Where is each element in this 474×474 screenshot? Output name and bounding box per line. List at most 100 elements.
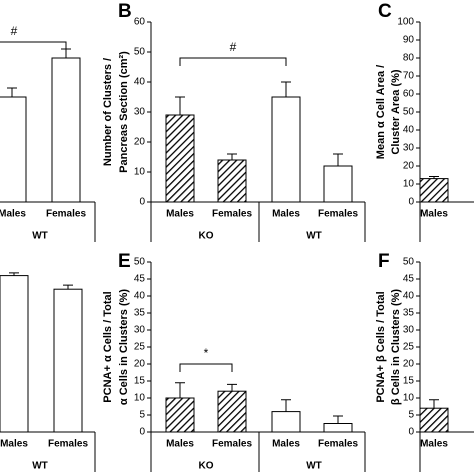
y-tick-label: 20	[134, 359, 146, 370]
y-tick-label: 30	[134, 325, 146, 336]
error-bar	[7, 87, 17, 97]
bar	[419, 178, 449, 203]
y-tick-label: 50	[403, 107, 415, 118]
x-tick-label: Males	[166, 209, 194, 220]
error-bar	[281, 81, 291, 97]
y-axis-label: β Cells in Clusters (%)	[390, 289, 402, 405]
y-tick-label: 10	[134, 167, 146, 178]
y-tick-label: 45	[403, 274, 415, 285]
x-tick-label: Males	[272, 439, 300, 450]
x-tick-label: Males	[420, 439, 448, 450]
y-axis-label: Pancreas Section (cm²)	[118, 51, 130, 173]
significance-mark: *	[204, 346, 209, 360]
x-tick-label: Females	[318, 209, 358, 220]
y-tick-label: 30	[403, 143, 415, 154]
error-bar	[175, 96, 185, 115]
y-tick-label: 5	[139, 410, 145, 421]
x-tick-label: Females	[212, 439, 252, 450]
panel-letter: F	[378, 251, 390, 272]
bar	[217, 159, 247, 203]
significance-bracket	[179, 57, 287, 66]
y-tick-label: 25	[403, 342, 415, 353]
y-tick-label: 70	[403, 71, 415, 82]
y-tick-label: 45	[134, 274, 146, 285]
error-bar	[227, 383, 237, 392]
x-tick-label: Males	[0, 209, 26, 220]
panel-letter: B	[118, 1, 132, 22]
y-tick-label: 0	[139, 427, 145, 438]
y-tick-label: 0	[408, 197, 414, 208]
y-axis-label: Number of Clusters /	[102, 58, 114, 166]
x-tick-label: Females	[212, 209, 252, 220]
y-tick-label: 0	[139, 197, 145, 208]
x-tick-label: Males	[166, 439, 194, 450]
y-tick-label: 15	[134, 376, 146, 387]
panel-letter: E	[118, 251, 131, 272]
group-label: WT	[32, 461, 48, 472]
y-tick-label: 40	[403, 291, 415, 302]
y-axis-label: α Cells in Clusters (%)	[118, 289, 130, 406]
bar	[323, 165, 353, 203]
y-axis-label: Cluster Area (%)	[390, 69, 402, 155]
y-tick-label: 60	[134, 17, 146, 28]
y-tick-label: 50	[134, 257, 146, 268]
group-label: WT	[32, 231, 48, 242]
y-tick-label: 30	[134, 107, 146, 118]
group-label: WT	[306, 461, 322, 472]
group-label: KO	[199, 231, 214, 242]
y-tick-label: 20	[403, 161, 415, 172]
x-tick-label: Females	[318, 439, 358, 450]
y-tick-label: 35	[134, 308, 146, 319]
y-tick-label: 40	[403, 125, 415, 136]
y-tick-label: 10	[134, 393, 146, 404]
y-tick-label: 40	[134, 291, 146, 302]
error-bar	[333, 415, 343, 424]
significance-bracket	[0, 41, 67, 50]
error-bar	[227, 153, 237, 160]
bar	[217, 390, 247, 433]
bar	[165, 114, 195, 203]
group-label: WT	[306, 231, 322, 242]
significance-mark: #	[230, 40, 237, 54]
y-tick-label: 50	[403, 257, 415, 268]
error-bar	[9, 272, 19, 276]
bar	[51, 57, 81, 203]
y-tick-label: 60	[403, 89, 415, 100]
y-tick-label: 20	[403, 359, 415, 370]
error-bar	[175, 382, 185, 398]
error-bar	[63, 284, 73, 290]
bar	[53, 288, 83, 433]
y-axis-label: Mean α Cell Area /	[375, 65, 387, 159]
bar	[419, 407, 449, 433]
error-bar	[333, 153, 343, 166]
y-tick-label: 30	[403, 325, 415, 336]
y-tick-label: 100	[397, 17, 414, 28]
x-tick-label: Males	[420, 209, 448, 220]
x-tick-label: Females	[48, 439, 88, 450]
y-tick-label: 15	[403, 376, 415, 387]
y-tick-label: 10	[403, 179, 415, 190]
bar	[0, 275, 29, 433]
significance-bracket	[179, 363, 233, 372]
error-bar	[429, 399, 439, 409]
y-tick-label: 10	[403, 393, 415, 404]
error-bar	[429, 175, 439, 179]
bar	[0, 96, 27, 203]
group-label: KO	[199, 461, 214, 472]
x-tick-label: Males	[272, 209, 300, 220]
y-tick-label: 0	[408, 427, 414, 438]
panel-letter: C	[378, 1, 392, 22]
significance-mark: #	[11, 24, 18, 38]
y-tick-label: 25	[134, 342, 146, 353]
y-axis-label: PCNA+ β Cells / Total	[375, 291, 387, 402]
y-tick-label: 35	[403, 308, 415, 319]
y-tick-label: 20	[134, 137, 146, 148]
y-tick-label: 50	[134, 47, 146, 58]
bar	[165, 397, 195, 433]
error-bar	[61, 48, 71, 58]
y-tick-label: 40	[134, 77, 146, 88]
x-tick-label: Females	[46, 209, 86, 220]
bar	[271, 96, 301, 203]
